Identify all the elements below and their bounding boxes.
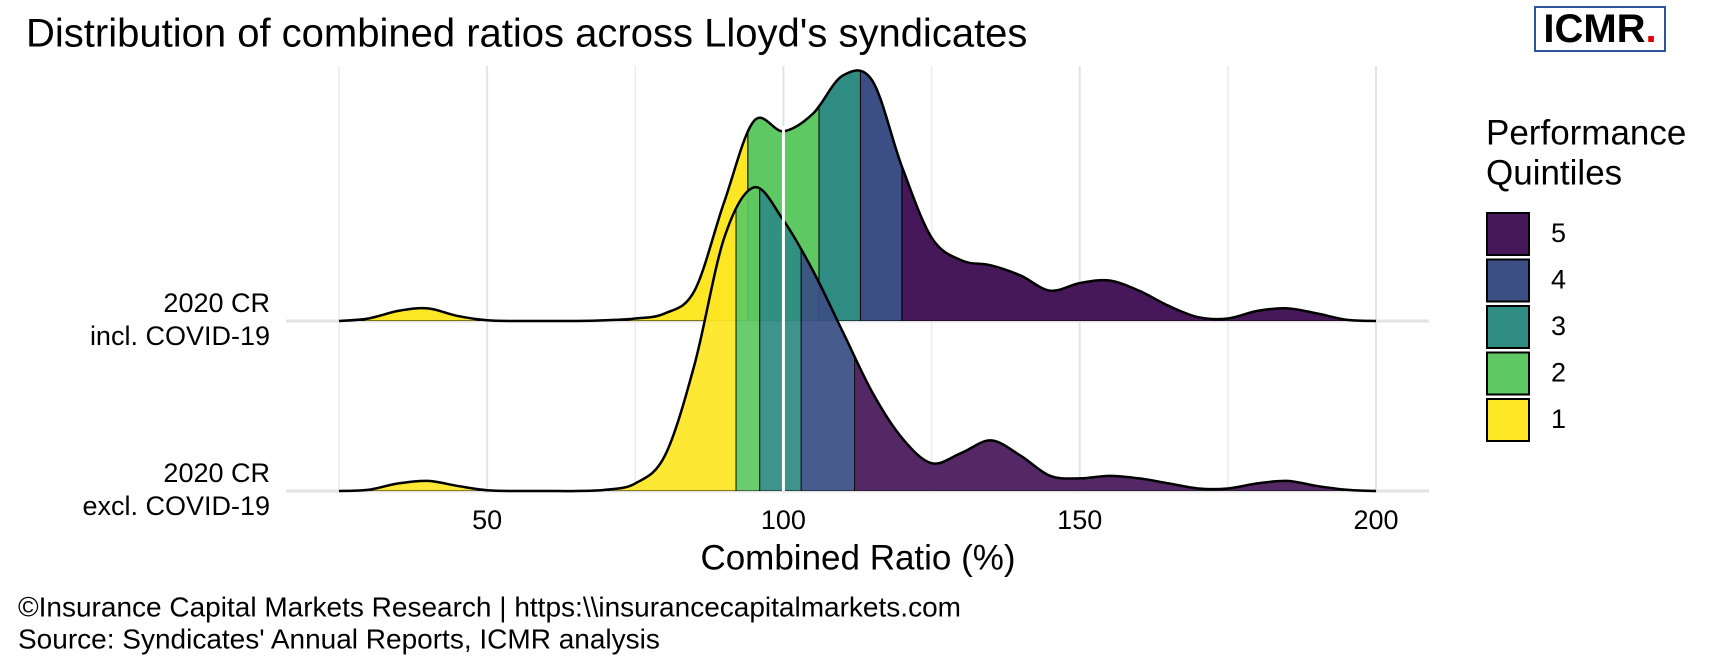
x-tick-label: 200 (1353, 505, 1398, 535)
quintile-segment (859, 70, 903, 322)
plot-area (286, 66, 1429, 493)
legend-key (1486, 398, 1530, 442)
legend-label: 1 (1551, 404, 1566, 434)
legend-label: 4 (1551, 265, 1566, 295)
x-tick-label: 100 (761, 505, 806, 535)
legend-key (1486, 258, 1530, 303)
legend-label: 3 (1551, 311, 1566, 341)
logo-text: ICMR (1543, 7, 1645, 51)
legend-title: Quintiles (1486, 153, 1622, 192)
y-tick-label: 2020 CR (163, 458, 270, 488)
legend-key (1486, 212, 1530, 256)
footer-text: ©Insurance Capital Markets Research | ht… (18, 591, 961, 622)
x-tick-label: 50 (472, 505, 502, 535)
quintile-segment (759, 187, 802, 492)
y-tick-label: incl. COVID-19 (90, 321, 270, 351)
density-line (338, 186, 1377, 493)
x-axis-title: Combined Ratio (%) (700, 538, 1015, 577)
logo-dot: . (1646, 7, 1657, 51)
y-tick-label: 2020 CR (163, 288, 270, 318)
legend-key (1486, 305, 1530, 349)
logo: ICMR. (1543, 7, 1656, 51)
quintile-segment (901, 70, 1376, 322)
legend-title: Performance (1486, 113, 1686, 152)
density-line (338, 69, 1377, 323)
chart-title: Distribution of combined ratios across L… (26, 12, 1027, 56)
x-tick-label: 150 (1057, 505, 1102, 535)
ridge (339, 70, 1376, 322)
legend-label: 2 (1551, 358, 1566, 388)
legend-label: 5 (1551, 218, 1566, 248)
quintile-segment (818, 70, 861, 322)
legend-key (1486, 351, 1530, 396)
quintile-segment (735, 187, 761, 492)
quintile-segment (339, 70, 749, 322)
y-tick-label: excl. COVID-19 (82, 491, 270, 521)
logo-box (1534, 6, 1666, 52)
footer-text: Source: Syndicates' Annual Reports, ICMR… (18, 623, 660, 654)
